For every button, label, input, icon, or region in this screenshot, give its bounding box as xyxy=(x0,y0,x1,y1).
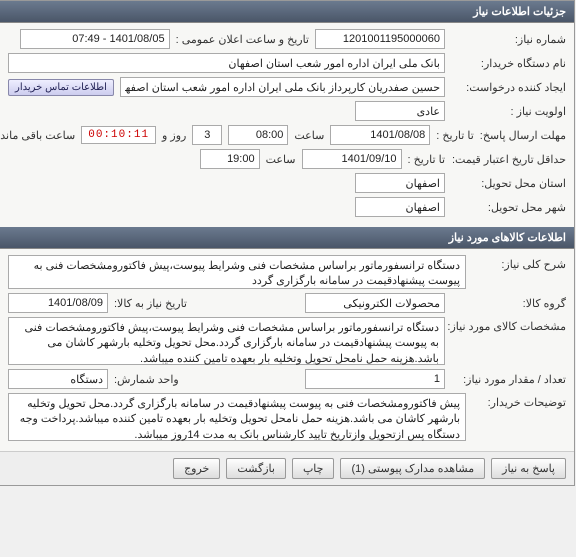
field-buyer-org[interactable] xyxy=(9,53,446,73)
label-spec: مشخصات کالای مورد نیاز: xyxy=(452,317,567,333)
label-deadline-to: تا تاریخ : xyxy=(437,129,474,142)
field-unit[interactable] xyxy=(9,369,109,389)
label-price-to: تا تاریخ : xyxy=(409,153,446,166)
label-qty: تعداد / مقدار مورد نیاز: xyxy=(452,373,567,386)
field-buyer-notes[interactable]: پیش فاکتورومشخصات فنی به پیوست پیشنهادقی… xyxy=(9,393,467,441)
field-need-by[interactable] xyxy=(9,293,109,313)
field-group[interactable] xyxy=(306,293,446,313)
buyer-contact-button[interactable]: اطلاعات تماس خریدار xyxy=(9,79,115,96)
items-body: شرح کلی نیاز: دستگاه ترانسفورماتور براسا… xyxy=(1,249,575,451)
need-details-window: جزئیات اطلاعات نیاز شماره نیاز: تاریخ و … xyxy=(0,0,576,486)
label-public-announce: تاریخ و ساعت اعلان عمومی : xyxy=(177,33,310,46)
back-button[interactable]: بازگشت xyxy=(227,458,287,479)
details-body: شماره نیاز: تاریخ و ساعت اعلان عمومی : ن… xyxy=(1,23,575,227)
field-province[interactable] xyxy=(356,173,446,193)
label-buyer-org: نام دستگاه خریدار: xyxy=(452,57,567,70)
label-priority: اولویت نیاز : xyxy=(452,105,567,118)
label-desc: شرح کلی نیاز: xyxy=(473,255,567,271)
field-price-time[interactable] xyxy=(201,149,261,169)
respond-button[interactable]: پاسخ به نیاز xyxy=(492,458,567,479)
label-deadline: مهلت ارسال پاسخ: xyxy=(481,129,567,142)
label-price-time: ساعت xyxy=(267,153,297,166)
field-qty[interactable] xyxy=(306,369,446,389)
field-deadline-time[interactable] xyxy=(229,125,289,145)
section-header-items: اطلاعات کالاهای مورد نیاز xyxy=(1,227,575,249)
field-creator[interactable] xyxy=(121,77,446,97)
label-need-by: تاریخ نیاز به کالا: xyxy=(115,297,188,310)
field-desc[interactable]: دستگاه ترانسفورماتور براساس مشخصات فنی و… xyxy=(9,255,467,289)
label-buyer-notes: توضیحات خریدار: xyxy=(473,393,567,409)
attachments-button[interactable]: مشاهده مدارک پیوستی (1) xyxy=(341,458,486,479)
exit-button[interactable]: خروج xyxy=(174,458,221,479)
field-deadline-date[interactable] xyxy=(331,125,431,145)
field-price-date[interactable] xyxy=(303,149,403,169)
label-remaining: ساعت باقی مانده xyxy=(0,129,76,142)
footer-toolbar: پاسخ به نیاز مشاهده مدارک پیوستی (1) چاپ… xyxy=(1,451,575,485)
countdown-timer: 00:10:11 xyxy=(82,126,157,144)
label-group: گروه کالا: xyxy=(452,297,567,310)
label-creator: ایجاد کننده درخواست: xyxy=(452,81,567,94)
label-price-validity: حداقل تاریخ اعتبار قیمت: xyxy=(452,153,567,166)
section-header-details: جزئیات اطلاعات نیاز xyxy=(1,1,575,23)
field-days-count[interactable] xyxy=(193,125,223,145)
label-city: شهر محل تحویل: xyxy=(452,201,567,214)
print-button[interactable]: چاپ xyxy=(293,458,336,479)
label-unit: واحد شمارش: xyxy=(115,373,180,386)
field-spec[interactable]: دستگاه ترانسفورماتور براساس مشخصات فنی و… xyxy=(9,317,446,365)
label-deadline-time: ساعت xyxy=(295,129,325,142)
field-priority[interactable] xyxy=(356,101,446,121)
label-need-number: شماره نیاز: xyxy=(452,33,567,46)
field-need-number[interactable] xyxy=(316,29,446,49)
field-city[interactable] xyxy=(356,197,446,217)
label-days-and: روز و xyxy=(163,129,187,142)
label-province: استان محل تحویل: xyxy=(452,177,567,190)
field-public-announce[interactable] xyxy=(21,29,171,49)
